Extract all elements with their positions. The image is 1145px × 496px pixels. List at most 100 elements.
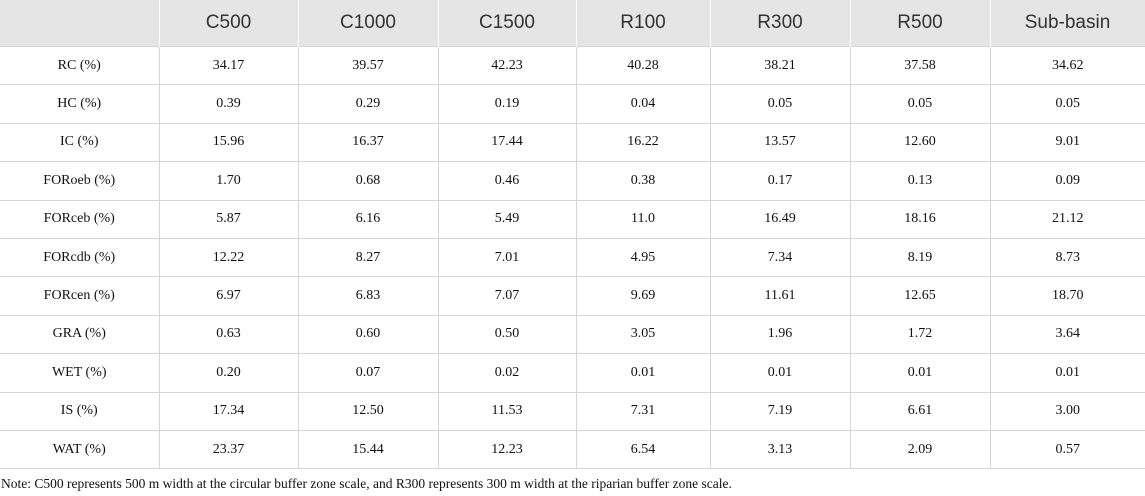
- table-cell: 38.21: [709, 45, 851, 86]
- table-cell: 1.70: [158, 161, 299, 201]
- table-cell: 7.31: [575, 391, 711, 431]
- table-cell: 17.34: [158, 391, 299, 431]
- table-row: FORceb (%) 5.87 6.16 5.49 11.0 16.49 18.16 21.1…: [0, 199, 1145, 239]
- row-label: HC (%): [0, 84, 160, 124]
- row-label: FORcen (%): [0, 276, 160, 316]
- table-cell: 0.38: [575, 161, 711, 201]
- table-cell: 4.95: [575, 237, 711, 278]
- table-cell: 40.28: [575, 45, 711, 86]
- data-table: C500 C1000 C1500 R100 R300 R500 Sub-basin RC (…: [0, 0, 1145, 470]
- table-cell: 34.17: [158, 45, 299, 86]
- table-cell: 23.37: [158, 429, 299, 470]
- table-cell: 8.19: [849, 237, 991, 278]
- table-cell: 7.19: [709, 391, 851, 431]
- column-header: R500: [850, 0, 991, 47]
- table-cell: 6.61: [849, 391, 991, 431]
- table-cell: 6.16: [297, 199, 439, 239]
- row-label: WET (%): [0, 353, 160, 393]
- table-cell: 16.49: [709, 199, 851, 239]
- table-cell: 0.05: [989, 84, 1145, 124]
- table-cell: 0.60: [297, 314, 439, 355]
- table-cell: 1.72: [849, 314, 991, 355]
- table-cell: 16.22: [575, 122, 711, 163]
- table-row: IS (%) 17.34 12.50 11.53 7.31 7.19 6.61 3.00: [0, 391, 1145, 431]
- table-cell: 5.87: [158, 199, 299, 239]
- table-cell: 0.68: [297, 161, 439, 201]
- table-cell: 0.01: [989, 353, 1145, 393]
- table-cell: 6.97: [158, 276, 299, 316]
- row-label: RC (%): [0, 45, 160, 86]
- table-cell: 12.22: [158, 237, 299, 278]
- table-cell: 0.04: [575, 84, 711, 124]
- table-cell: 12.60: [849, 122, 991, 163]
- table-row: FORoeb (%) 1.70 0.68 0.46 0.38 0.17 0.13 0.09: [0, 161, 1145, 201]
- table-cell: 37.58: [849, 45, 991, 86]
- table-cell: 12.65: [849, 276, 991, 316]
- table-cell: 0.01: [849, 353, 991, 393]
- table-note: Note: C500 represents 500 m width at the…: [1, 476, 732, 491]
- table-row: IC (%) 15.96 16.37 17.44 16.22 13.57 12.60 9.01: [0, 122, 1145, 163]
- table-cell: 18.16: [849, 199, 991, 239]
- table-cell: 9.69: [575, 276, 711, 316]
- table-row: RC (%) 34.17 39.57 42.23 40.28 38.21 37.58 34.6…: [0, 45, 1145, 86]
- table-cell: 7.07: [437, 276, 577, 316]
- column-header: C500: [159, 0, 299, 47]
- table-cell: 8.27: [297, 237, 439, 278]
- table-cell: 3.00: [989, 391, 1145, 431]
- table-cell: 0.46: [437, 161, 577, 201]
- column-header: R300: [710, 0, 851, 47]
- table-cell: 0.57: [989, 429, 1145, 470]
- row-label: WAT (%): [0, 429, 160, 470]
- table-row: HC (%) 0.39 0.29 0.19 0.04 0.05 0.05 0.05: [0, 84, 1145, 124]
- table-cell: 0.05: [709, 84, 851, 124]
- table-cell: 0.39: [158, 84, 299, 124]
- table-cell: 3.64: [989, 314, 1145, 355]
- row-label: FORceb (%): [0, 199, 160, 239]
- table-row: FORcen (%) 6.97 6.83 7.07 9.69 11.61 12.65 18.7…: [0, 276, 1145, 316]
- header-row: C500 C1000 C1500 R100 R300 R500 Sub-basin: [0, 0, 1145, 47]
- table-cell: 0.09: [989, 161, 1145, 201]
- table-body: RC (%) 34.17 39.57 42.23 40.28 38.21 37.58 34.6…: [0, 45, 1145, 470]
- table-row: WET (%) 0.20 0.07 0.02 0.01 0.01 0.01 0.01: [0, 353, 1145, 393]
- table-cell: 11.61: [709, 276, 851, 316]
- table-cell: 21.12: [989, 199, 1145, 239]
- column-header: C1500: [438, 0, 577, 47]
- table-cell: 13.57: [709, 122, 851, 163]
- table-cell: 12.23: [437, 429, 577, 470]
- table-cell: 6.83: [297, 276, 439, 316]
- row-label: IC (%): [0, 122, 160, 163]
- table-cell: 17.44: [437, 122, 577, 163]
- table-cell: 0.63: [158, 314, 299, 355]
- table-cell: 15.96: [158, 122, 299, 163]
- column-header: [0, 0, 160, 47]
- column-header: C1000: [298, 0, 439, 47]
- table-cell: 1.96: [709, 314, 851, 355]
- table-cell: 11.0: [575, 199, 711, 239]
- row-label: FORcdb (%): [0, 237, 160, 278]
- table-cell: 0.17: [709, 161, 851, 201]
- row-label: FORoeb (%): [0, 161, 160, 201]
- table-cell: 8.73: [989, 237, 1145, 278]
- table-cell: 2.09: [849, 429, 991, 470]
- table-cell: 11.53: [437, 391, 577, 431]
- table-cell: 0.13: [849, 161, 991, 201]
- column-header: Sub-basin: [990, 0, 1145, 47]
- table-row: WAT (%) 23.37 15.44 12.23 6.54 3.13 2.09 0.57: [0, 429, 1145, 470]
- table-cell: 39.57: [297, 45, 439, 86]
- table-cell: 0.02: [437, 353, 577, 393]
- table-cell: 0.01: [709, 353, 851, 393]
- row-label: IS (%): [0, 391, 160, 431]
- table-cell: 34.62: [989, 45, 1145, 86]
- table-cell: 0.29: [297, 84, 439, 124]
- table-cell: 0.07: [297, 353, 439, 393]
- table-cell: 9.01: [989, 122, 1145, 163]
- table-cell: 42.23: [437, 45, 577, 86]
- table-cell: 12.50: [297, 391, 439, 431]
- table-cell: 18.70: [989, 276, 1145, 316]
- row-label: GRA (%): [0, 314, 160, 355]
- table-cell: 7.34: [709, 237, 851, 278]
- table-cell: 6.54: [575, 429, 711, 470]
- table-cell: 16.37: [297, 122, 439, 163]
- table-cell: 5.49: [437, 199, 577, 239]
